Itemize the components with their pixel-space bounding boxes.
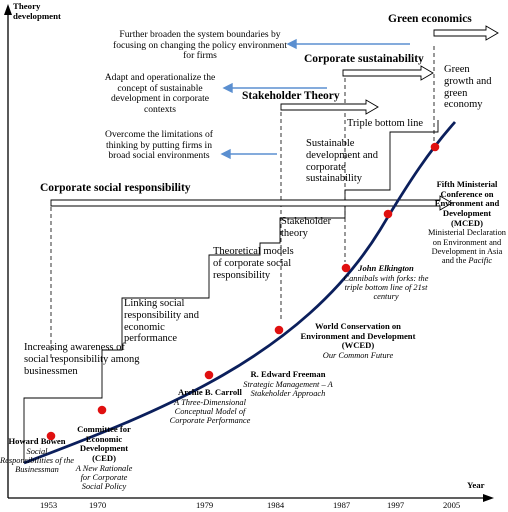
milestone-freeman: R. Edward Freeman Strategic Management –… (234, 369, 342, 399)
theory-arrows (50, 25, 499, 211)
year-1997: 1997 (387, 500, 405, 510)
milestone-wced-work: Our Common Future (322, 350, 394, 360)
dot-2005 (430, 142, 440, 152)
goal-arrows (220, 38, 410, 160)
year-1970: 1970 (89, 500, 107, 510)
milestone-freeman-work: Strategic Management – A Stakeholder App… (243, 379, 333, 399)
sustainability-arrow (342, 65, 434, 81)
year-1953: 1953 (40, 500, 58, 510)
theory-stakeholder-title: Stakeholder Theory (242, 90, 340, 102)
milestone-wced-name: World Conservation on Environment and De… (300, 321, 416, 351)
milestone-carroll-name: Archie B. Carroll (178, 387, 242, 397)
stage-sustainable-development: Sustainable development and corporate su… (306, 138, 379, 185)
stage-staircase (23, 120, 439, 463)
goal-3-arrowhead (220, 148, 231, 160)
milestone-carroll-work: A Three-Dimensional Conceptual Model of … (169, 397, 251, 426)
goal-3-text: Overcome the limitations of thinking by … (105, 129, 213, 162)
milestone-mced: Fifth Ministerial Conference on Environm… (426, 179, 508, 266)
theory-csr-title: Corporate social responsibility (40, 182, 191, 194)
theory-green-title: Green economics (388, 13, 472, 25)
year-2005: 2005 (443, 500, 461, 510)
dot-1984 (274, 325, 284, 335)
milestone-ced: Committee for Economic Development (CED)… (72, 424, 136, 492)
goal-1-arrowhead (286, 38, 297, 50)
dot-1987 (341, 263, 351, 273)
goal-2-arrowhead (222, 82, 233, 94)
goal-1-text: Further broaden the system boundaries by… (113, 29, 287, 62)
milestone-carroll: Archie B. Carroll A Three-Dimensional Co… (161, 387, 259, 426)
green-arrow (433, 25, 499, 41)
stage-linking: Linking social responsibility and econom… (124, 298, 199, 345)
goal-2-text: Adapt and operationalize the concept of … (104, 72, 216, 116)
milestone-mced-work: Ministerial Declaration on Environment a… (426, 228, 508, 266)
year-1987: 1987 (333, 500, 351, 510)
dot-1997 (383, 209, 393, 219)
stage-stakeholder-theory: Stakeholder theory (281, 216, 332, 239)
milestone-wced: World Conservation on Environment and De… (296, 321, 420, 360)
milestone-elkington-work: Cannibals with forks: the triple bottom … (343, 273, 429, 302)
milestone-elkington: John Elkington Cannibals with forks: the… (340, 263, 432, 302)
stage-awareness: Increasing awareness of social responsib… (24, 342, 140, 377)
milestone-bowen: Howard Bowen Social Responsibilities of … (0, 436, 74, 475)
y-axis-arrowhead (4, 4, 12, 15)
year-1984: 1984 (267, 500, 285, 510)
milestone-ced-work: A New Rationale for Corporate Social Pol… (75, 463, 133, 492)
stakeholder-arrow (280, 99, 379, 115)
year-1979: 1979 (196, 500, 214, 510)
milestone-mced-work-main: Ministerial Declaration on Environment a… (428, 228, 506, 266)
milestone-dots (46, 142, 440, 441)
milestone-freeman-name: R. Edward Freeman (250, 369, 326, 379)
dot-1970 (97, 405, 107, 415)
stage-theoretical-models: Theoretical models of corporate social r… (213, 246, 294, 281)
stage-green-growth: Green growth and green economy (444, 64, 492, 111)
x-axis-label: Year (467, 480, 485, 490)
milestone-mced-work-pacific: Pacific (468, 256, 493, 266)
dot-1953 (46, 431, 56, 441)
y-axis-label: Theory development (13, 1, 61, 21)
csr-arrow (50, 195, 453, 211)
theory-development-curve (23, 121, 457, 465)
stage-triple-bottom-line: Triple bottom line (347, 118, 424, 129)
milestone-elkington-name: John Elkington (358, 263, 414, 273)
theory-sustainability-title: Corporate sustainability (304, 53, 424, 65)
dot-1979 (204, 370, 214, 380)
x-axis-arrowhead (483, 494, 494, 502)
milestone-bowen-name: Howard Bowen (8, 436, 66, 446)
milestone-mced-name: Fifth Ministerial Conference on Environm… (434, 179, 500, 228)
milestone-bowen-work: Social Responsibilities of the Businessm… (0, 446, 74, 475)
milestone-ced-name: Committee for Economic Development (CED) (77, 424, 131, 463)
